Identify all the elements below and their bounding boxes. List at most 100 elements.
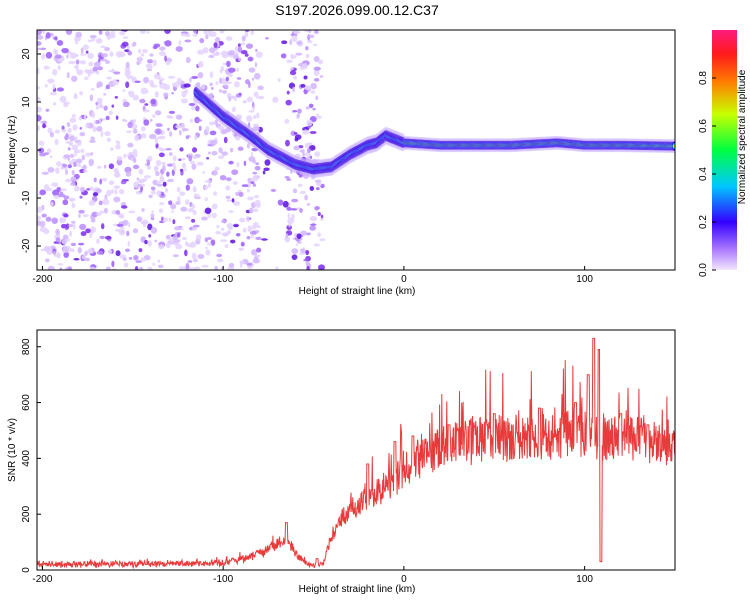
noise-blob [70, 75, 78, 82]
noise-blob [95, 188, 102, 194]
noise-blob [54, 129, 61, 134]
noise-blob [300, 83, 306, 88]
noise-blob [250, 152, 254, 157]
noise-blob [171, 169, 175, 176]
noise-blob [250, 30, 255, 36]
noise-blob [81, 255, 86, 260]
noise-blob [89, 266, 96, 270]
noise-blob [246, 96, 253, 103]
top-x-axis-label: Height of straight line (km) [299, 286, 416, 297]
noise-blob [234, 46, 239, 53]
noise-blob [103, 164, 107, 169]
noise-blob [299, 149, 305, 153]
noise-blob [158, 208, 163, 214]
noise-blob [241, 35, 246, 42]
noise-blob [172, 155, 177, 162]
noise-blob [243, 160, 247, 167]
noise-blob [37, 30, 42, 36]
noise-blob [178, 129, 182, 136]
noise-blob [207, 151, 211, 155]
colorbar-gradient [712, 30, 737, 270]
noise-blob [297, 183, 303, 188]
noise-blob [221, 151, 228, 156]
noise-blob [275, 266, 279, 270]
noise-blob [155, 123, 163, 127]
noise-blob [252, 174, 259, 182]
noise-blob [231, 106, 236, 113]
noise-blob [141, 208, 145, 212]
noise-blob [82, 44, 89, 50]
noise-blob [40, 248, 46, 252]
noise-blob [161, 216, 164, 221]
noise-blob [255, 48, 258, 52]
x-tick-label: 100 [576, 274, 593, 285]
bottom-y-ticks: 0 200 400 600 800 [21, 338, 41, 573]
noise-blob [146, 165, 152, 170]
noise-blob [114, 189, 118, 195]
noise-blob [127, 91, 134, 95]
noise-blob [54, 36, 58, 41]
noise-blob [225, 36, 233, 41]
snr-line [37, 337, 675, 570]
noise-blob [96, 165, 102, 169]
noise-blob [116, 223, 124, 228]
noise-blob [147, 266, 153, 270]
noise-blob [236, 161, 240, 168]
noise-blob [104, 235, 112, 240]
noise-blob [93, 177, 97, 183]
noise-blob [176, 196, 181, 203]
noise-blob [106, 137, 112, 142]
noise-blob [252, 183, 257, 187]
noise-blob [152, 262, 156, 266]
noise-blob [314, 179, 322, 183]
noise-blob [306, 40, 313, 44]
top-x-ticks: -200 -100 0 100 [32, 266, 593, 285]
noise-blob [118, 188, 125, 195]
noise-blob [252, 126, 260, 132]
noise-blob [45, 258, 50, 263]
noise-blob [74, 149, 81, 154]
noise-blob [85, 152, 91, 157]
noise-blob [309, 186, 315, 191]
noise-blob [201, 264, 209, 268]
noise-blob [100, 52, 109, 58]
noise-blob [305, 106, 311, 110]
noise-blob [90, 228, 94, 235]
noise-blob [199, 38, 205, 44]
noise-blob [147, 240, 152, 247]
noise-blob [78, 116, 83, 121]
noise-blob [256, 96, 263, 99]
noise-blob [250, 249, 258, 256]
noise-blob [248, 67, 256, 73]
noise-blob [218, 147, 223, 154]
noise-blob [133, 119, 137, 123]
noise-blob [152, 59, 157, 67]
noise-blob [151, 210, 155, 214]
noise-blob [312, 107, 316, 111]
noise-blob [92, 66, 98, 72]
x-tick-label: 100 [576, 574, 593, 585]
noise-blob [291, 248, 299, 254]
noise-blob [135, 190, 142, 195]
noise-blob [209, 82, 213, 87]
noise-blob [184, 39, 192, 43]
noise-blob [87, 39, 92, 43]
noise-blob [126, 130, 132, 134]
noise-blob [102, 177, 108, 182]
noise-blob [203, 184, 209, 191]
noise-blob [251, 101, 255, 108]
noise-blob [96, 212, 102, 217]
noise-blob [185, 262, 190, 270]
noise-blob [132, 164, 140, 170]
noise-blob [293, 145, 300, 151]
noise-blob [65, 178, 72, 183]
noise-blob [166, 163, 174, 167]
noise-blob [256, 112, 260, 119]
noise-blob [152, 114, 156, 118]
noise-blob [158, 51, 166, 57]
noise-blob [182, 237, 187, 241]
x-tick-label: -200 [32, 574, 52, 585]
noise-blob [186, 178, 194, 185]
noise-blob [183, 83, 191, 88]
noise-blob [105, 60, 111, 65]
